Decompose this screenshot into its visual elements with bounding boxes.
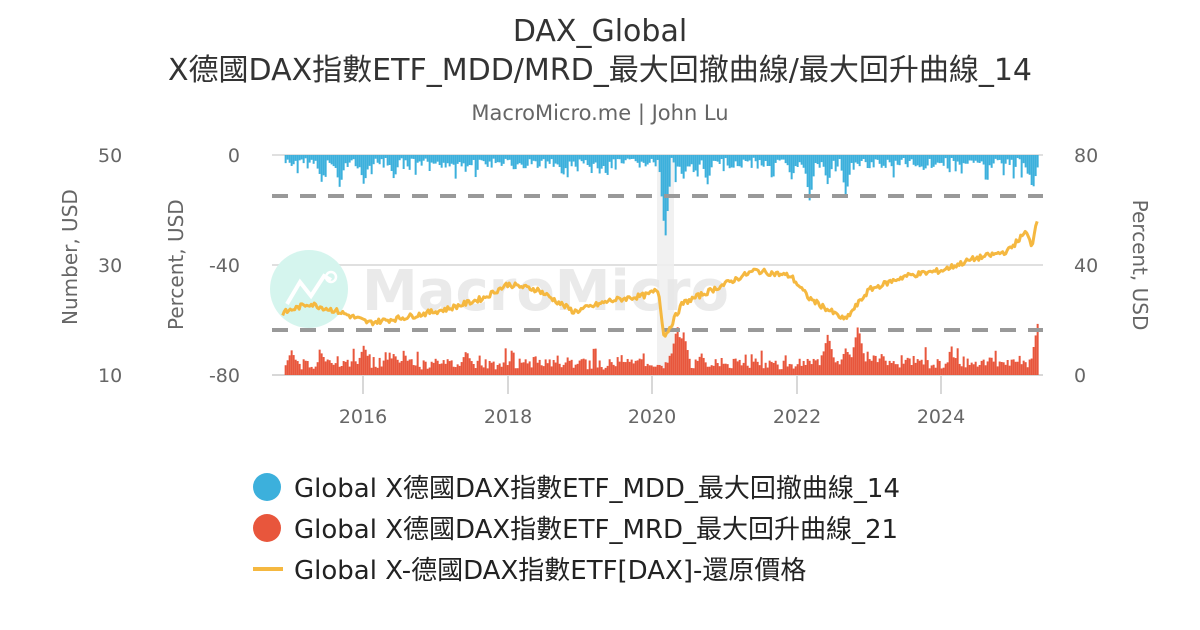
chart-legend: Global X德國DAX指數ETF_MDD_最大回撤曲線_14 Global … xyxy=(253,466,900,589)
legend-line-icon xyxy=(253,566,283,571)
y-tick-pct-minus80: -80 xyxy=(208,365,240,387)
x-tick-2016: 2016 xyxy=(338,406,388,428)
legend-label-mdd: Global X德國DAX指數ETF_MDD_最大回撤曲線_14 xyxy=(294,474,900,504)
y-tick-pct-minus40: -40 xyxy=(208,255,240,277)
x-tick-2018: 2018 xyxy=(483,406,533,428)
x-tick-marks xyxy=(362,376,942,394)
legend-label-mrd: Global X德國DAX指數ETF_MRD_最大回升曲線_21 xyxy=(294,515,899,545)
legend-dot-icon xyxy=(253,472,281,501)
y-tick-pct-0: 0 xyxy=(227,145,240,167)
y-tick-number-50: 50 xyxy=(98,145,123,167)
x-tick-2020: 2020 xyxy=(627,406,677,428)
mrd-bar-series xyxy=(284,323,1039,375)
price-line-series xyxy=(281,220,1039,338)
y-tick-right-40: 40 xyxy=(1074,255,1099,277)
y-tick-right-0: 0 xyxy=(1074,365,1087,387)
legend-item-mrd[interactable]: Global X德國DAX指數ETF_MRD_最大回升曲線_21 xyxy=(253,507,900,548)
legend-item-price[interactable]: Global X-德國DAX指數ETF[DAX]-還原價格 xyxy=(253,548,900,589)
chart-title: DAX_Global xyxy=(512,14,688,49)
mdd-bar-series xyxy=(284,155,1039,236)
x-tick-2024: 2024 xyxy=(916,406,966,428)
chart-subtitle: MacroMicro.me | John Lu xyxy=(471,101,729,125)
y-tick-right-80: 80 xyxy=(1074,145,1099,167)
legend-dot-icon xyxy=(253,513,281,542)
y-tick-number-10: 10 xyxy=(98,365,123,387)
y-tick-number-30: 30 xyxy=(98,255,123,277)
chart-title-line2: X德國DAX指數ETF_MDD/MRD_最大回撤曲線/最大回升曲線_14 xyxy=(167,53,1033,88)
legend-item-mdd[interactable]: Global X德國DAX指數ETF_MDD_最大回撤曲線_14 xyxy=(253,466,900,507)
legend-label-price: Global X-德國DAX指數ETF[DAX]-還原價格 xyxy=(294,556,807,586)
x-tick-2022: 2022 xyxy=(772,406,822,428)
